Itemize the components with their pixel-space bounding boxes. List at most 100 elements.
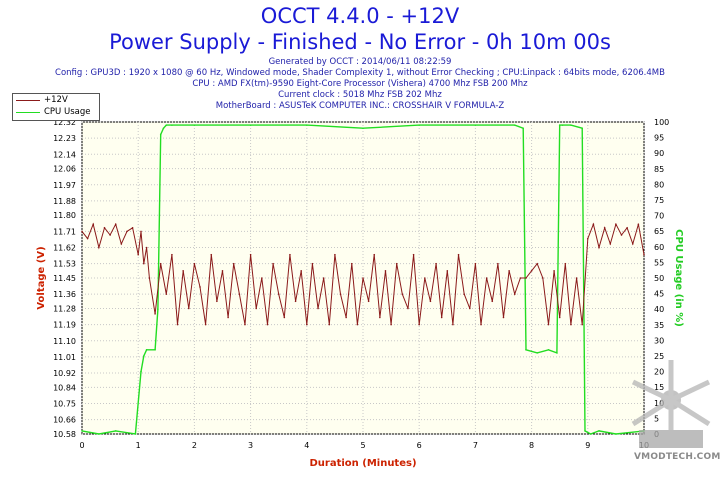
voltage-point: [227, 316, 229, 319]
voltage-point: [395, 262, 398, 265]
voltage-point: [390, 323, 392, 326]
voltage-point: [468, 307, 471, 310]
voltage-point: [249, 253, 252, 256]
voltage-point: [598, 246, 600, 249]
voltage-point: [513, 293, 516, 295]
cpu-point: [547, 348, 550, 351]
x-tick-label: 4: [304, 441, 309, 450]
voltage-point: [86, 237, 89, 240]
cpu-point: [615, 433, 617, 435]
voltage-point: [367, 300, 370, 303]
voltage-point: [553, 270, 555, 272]
chart-subtitle: Power Supply - Finished - No Error - 0h …: [109, 30, 611, 54]
x-tick-label: 9: [585, 441, 590, 450]
voltage-point: [631, 243, 634, 245]
y2-tick-label: 50: [654, 274, 664, 283]
cpu-point: [558, 124, 561, 126]
legend-label-cpu: CPU Usage: [44, 107, 91, 117]
cpu-point: [165, 124, 168, 126]
cpu-point: [140, 370, 142, 373]
cpu-point: [306, 124, 308, 126]
voltage-point: [193, 262, 196, 265]
voltage-point: [306, 323, 308, 326]
cpu-point: [143, 355, 145, 357]
y2-tick-label: 25: [654, 352, 664, 361]
x-tick-label: 7: [473, 441, 478, 450]
voltage-point: [412, 253, 415, 256]
voltage-point: [356, 323, 359, 326]
cpu-point: [154, 348, 156, 351]
cpu-point: [249, 124, 252, 126]
voltage-point: [440, 316, 443, 319]
cpu-point: [570, 124, 572, 126]
voltage-point: [216, 300, 218, 303]
y-tick-label: 11.45: [53, 274, 76, 283]
voltage-point: [171, 253, 173, 256]
y-tick-label: 11.97: [53, 181, 76, 190]
vmodtech-logo: [631, 360, 711, 448]
cpu-point: [513, 124, 516, 126]
series-cpu-usage-line: [81, 124, 645, 435]
voltage-point: [637, 223, 640, 226]
y2-tick-label: 10: [654, 399, 664, 408]
y2-tick-label: 60: [654, 243, 664, 252]
y2-tick-label: 35: [654, 321, 664, 330]
y-tick-label: 12.06: [53, 165, 76, 174]
voltage-point: [81, 230, 83, 233]
y2-tick-label: 20: [654, 368, 664, 377]
voltage-point: [131, 226, 134, 229]
voltage-point: [643, 253, 645, 256]
cpu-point: [536, 352, 539, 354]
x-tick-label: 3: [248, 441, 253, 450]
y-tick-label: 10.84: [53, 383, 76, 392]
voltage-point: [261, 277, 263, 279]
cpu-point: [145, 348, 148, 351]
cpu-point: [362, 127, 364, 130]
y2-tick-label: 80: [654, 180, 664, 189]
voltage-point: [435, 262, 437, 265]
y-tick-label: 11.62: [53, 244, 76, 253]
voltage-point: [508, 270, 510, 272]
cpu-point: [159, 133, 162, 136]
voltage-point: [199, 286, 201, 288]
cpu-point: [134, 433, 137, 435]
voltage-point: [564, 262, 567, 265]
voltage-point: [429, 300, 432, 303]
voltage-point: [238, 293, 241, 295]
voltage-point: [300, 270, 302, 272]
voltage-point: [140, 230, 142, 233]
voltage-point: [187, 307, 190, 310]
voltage-point: [317, 307, 319, 310]
voltage-point: [452, 323, 454, 326]
x-axis-label: Duration (Minutes): [309, 458, 416, 469]
voltage-point: [182, 270, 184, 272]
y2-tick-label: 75: [654, 196, 664, 205]
voltage-point: [592, 223, 595, 226]
voltage-point: [294, 300, 297, 303]
voltage-point: [154, 313, 156, 315]
voltage-point: [603, 226, 606, 229]
voltage-point: [210, 253, 213, 256]
cpu-point: [556, 352, 558, 354]
cpu-point: [525, 348, 527, 351]
y-tick-label: 12.14: [53, 150, 76, 159]
watermark-text: VMODTECH.COM: [634, 452, 720, 462]
info-generated: Generated by OCCT : 2014/06/11 08:22:59: [268, 57, 452, 67]
voltage-point: [530, 270, 533, 272]
voltage-point: [418, 323, 421, 326]
y-axis-label: Voltage (V): [36, 246, 47, 309]
voltage-point: [120, 243, 123, 245]
voltage-point: [542, 277, 544, 279]
y2-tick-label: 95: [654, 134, 664, 143]
cpu-point: [474, 124, 477, 126]
voltage-point: [272, 262, 274, 265]
voltage-point: [362, 277, 364, 279]
voltage-point: [176, 323, 179, 326]
voltage-point: [204, 323, 207, 326]
voltage-point: [145, 246, 148, 249]
y-tick-label: 11.71: [53, 227, 76, 236]
x-tick-label: 8: [529, 441, 534, 450]
voltage-point: [114, 223, 117, 226]
y2-tick-label: 55: [654, 258, 664, 267]
y2-tick-label: 65: [654, 227, 664, 236]
